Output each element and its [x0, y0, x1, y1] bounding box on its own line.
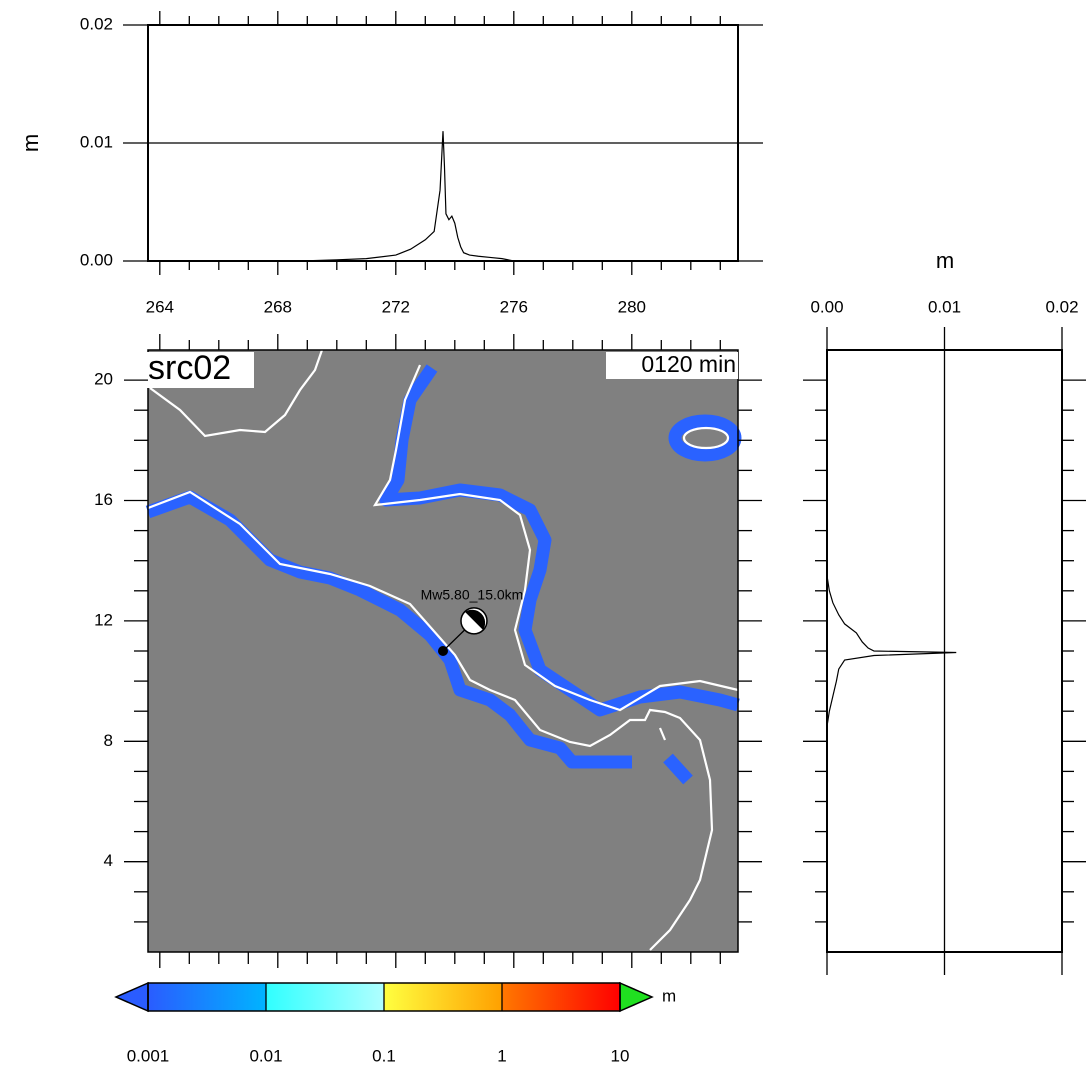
y-tick-label: 20 [94, 370, 113, 389]
y-axis-label: m [18, 134, 43, 152]
y-tick-label: 8 [104, 731, 113, 750]
x-tick-label: 0.02 [1045, 297, 1078, 316]
epicenter [438, 646, 448, 656]
y-tick-label: 12 [94, 610, 113, 629]
caribbean-band [379, 364, 740, 717]
source-label: src02 [148, 349, 231, 387]
y-tick-label: 4 [104, 851, 113, 870]
x-axis-label: m [936, 248, 954, 273]
beachball-quadrant [464, 609, 486, 630]
profile-line [148, 131, 738, 262]
y-tick-label: 0.00 [80, 250, 113, 269]
x-tick-label: 272 [382, 297, 410, 316]
x-tick-label: 264 [146, 297, 174, 316]
colorbar-tick-label: 10 [611, 1046, 630, 1065]
x-tick-label: 0.01 [928, 297, 961, 316]
pacific-coast [147, 490, 714, 951]
colorbar-over [619, 981, 654, 1013]
colorbar-tick-label: 0.01 [249, 1046, 282, 1065]
time-label: 0120 min [641, 351, 736, 377]
island-coast [658, 727, 667, 741]
colorbar-tick-label: 0.001 [127, 1046, 170, 1065]
caribbean-coast [372, 364, 739, 712]
mechanism-label: Mw5.80_15.0km [421, 587, 524, 603]
y-tick-label: 0.02 [80, 14, 113, 33]
jamaica-band [668, 414, 742, 462]
coastlines [147, 349, 739, 951]
jamaica-coast [682, 426, 730, 450]
colorbar-tick-label: 0.1 [372, 1046, 396, 1065]
island-band [663, 753, 693, 785]
label-box [146, 352, 254, 388]
y-tick-label: 0.01 [80, 132, 113, 151]
x-tick-label: 276 [500, 297, 528, 316]
colorbar-tick-label: 1 [497, 1046, 506, 1065]
mexico-coast [149, 349, 324, 438]
colorbar-segment [266, 983, 384, 1011]
colorbar-segment [502, 983, 620, 1011]
x-tick-label: 280 [618, 297, 646, 316]
profile-line [826, 350, 957, 952]
colorbar-unit: m [662, 986, 676, 1005]
x-tick-label: 268 [264, 297, 292, 316]
time-box [606, 352, 738, 379]
y-tick-label: 16 [94, 490, 113, 509]
x-tick-label: 0.00 [810, 297, 843, 316]
colorbar-segment [148, 983, 266, 1011]
colorbar-segment [384, 983, 502, 1011]
colorbar-under [114, 981, 149, 1013]
